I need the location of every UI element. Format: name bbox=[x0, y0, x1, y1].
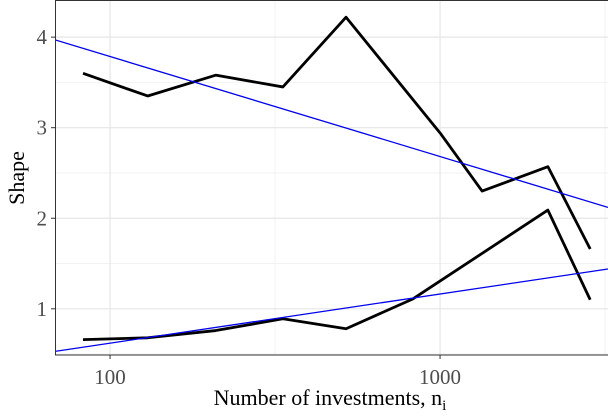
y-tick-label: 2 bbox=[37, 206, 48, 230]
y-tick-label: 3 bbox=[37, 116, 48, 140]
line bbox=[55, 39, 608, 209]
grid bbox=[55, 0, 608, 355]
y-tick-label: 1 bbox=[37, 297, 48, 321]
x-axis-label-subscript: i bbox=[442, 398, 446, 414]
y-axis-label: Shape bbox=[4, 151, 29, 205]
y-tick-label: 4 bbox=[37, 25, 48, 49]
x-axis-label-main: Number of investments, n bbox=[214, 385, 443, 410]
line bbox=[55, 268, 608, 353]
panel-border bbox=[55, 0, 608, 356]
x-axis-label: Number of investments, ni bbox=[214, 385, 447, 414]
line bbox=[82, 15, 592, 250]
axes: 1 2 3 4 100 1000 bbox=[37, 25, 462, 389]
line bbox=[82, 208, 592, 341]
lines bbox=[55, 15, 608, 353]
x-tick-label: 100 bbox=[94, 365, 126, 389]
x-tick-label: 1000 bbox=[419, 365, 461, 389]
